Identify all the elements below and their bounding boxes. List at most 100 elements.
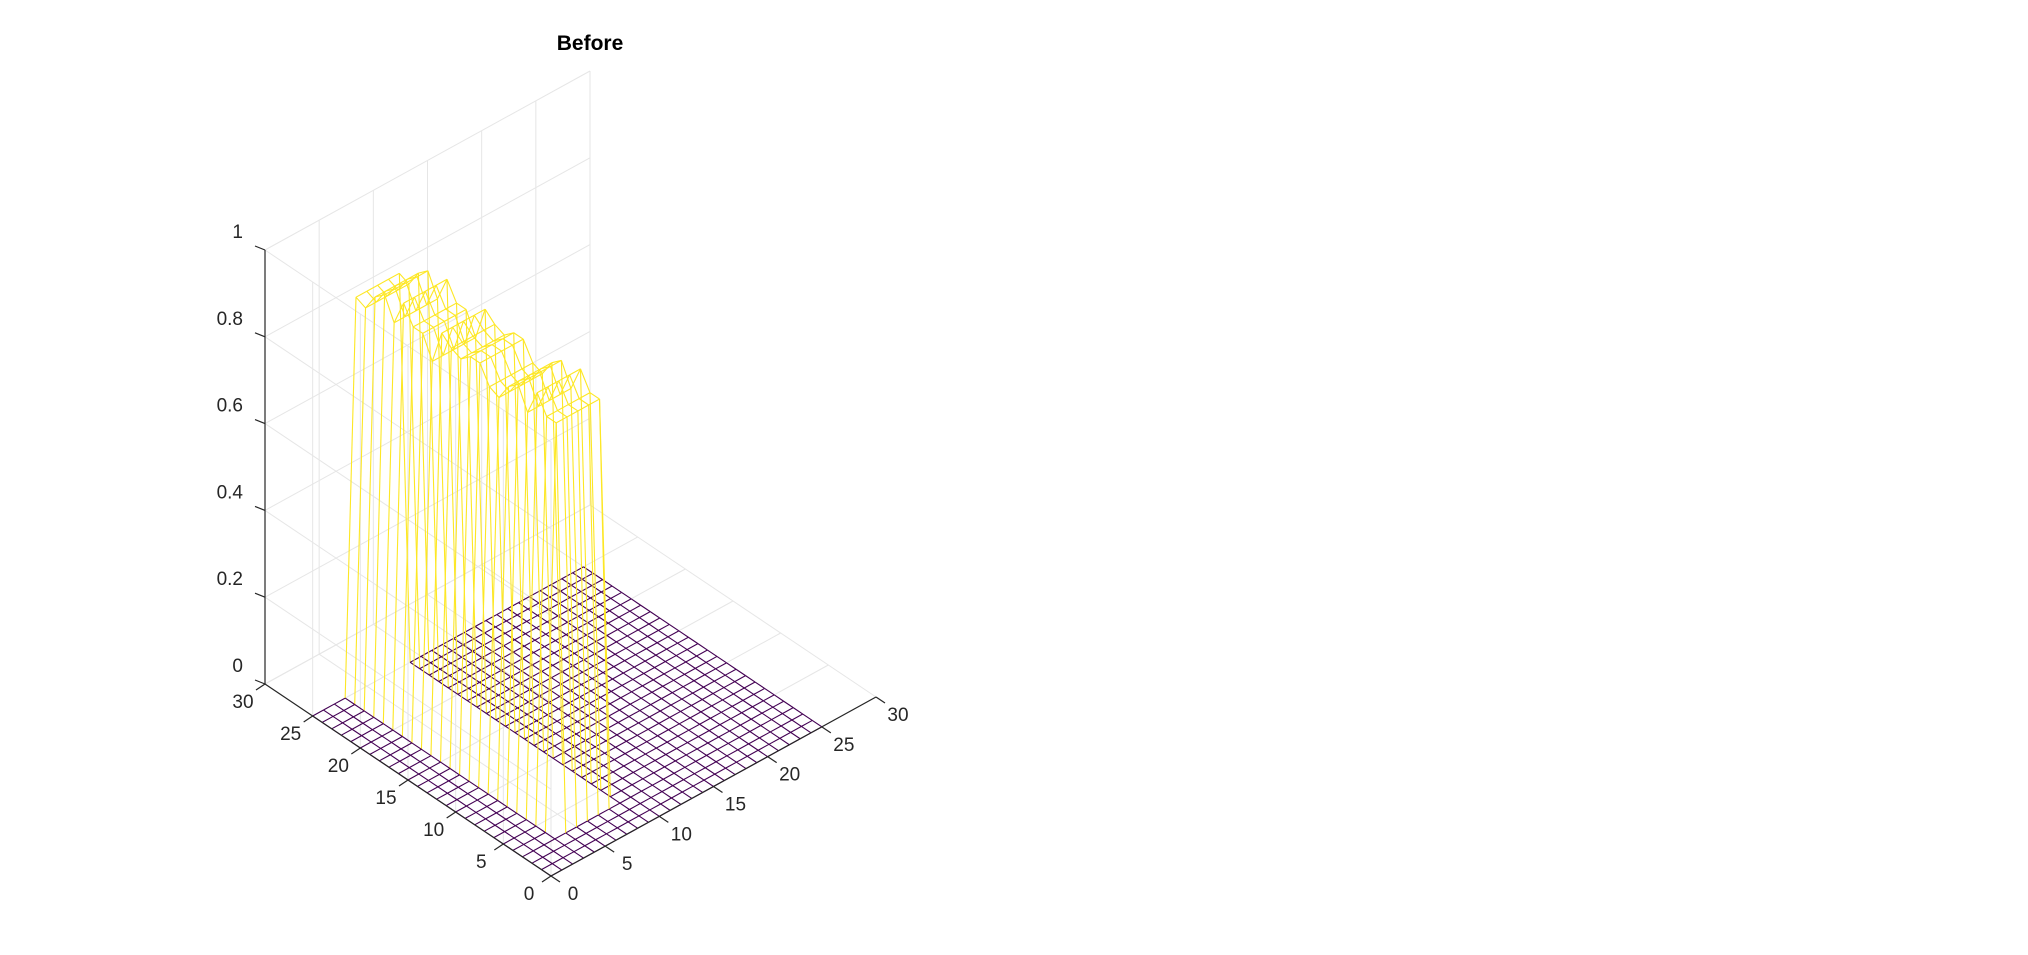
mesh-line: [752, 706, 763, 714]
mesh-line: [761, 706, 774, 714]
mesh-line: [513, 332, 524, 340]
mesh-line: [551, 362, 564, 765]
mesh-line: [645, 747, 657, 755]
mesh-line: [462, 638, 475, 646]
mesh-line: [615, 740, 627, 748]
mesh-line: [612, 672, 624, 680]
mesh-line: [453, 631, 465, 639]
mesh-line: [763, 700, 774, 708]
mesh-line: [717, 748, 728, 757]
mesh-line: [461, 650, 473, 658]
mesh-line: [607, 820, 618, 829]
mesh-line: [747, 749, 759, 757]
mesh-line: [501, 344, 513, 352]
mesh-line: [640, 697, 651, 706]
mesh-line: [543, 838, 556, 846]
z-tick-label: 0: [232, 656, 243, 677]
mesh-line: [646, 735, 658, 743]
mesh-line: [610, 591, 622, 599]
mesh-line: [447, 792, 458, 801]
mesh-line: [674, 667, 685, 675]
wall-grid-z: [264, 336, 552, 530]
mesh-line: [404, 296, 415, 318]
mesh-line: [737, 749, 748, 757]
mesh-line: [662, 679, 674, 687]
mesh-line: [642, 685, 653, 693]
mesh-line: [481, 651, 494, 659]
mesh-line: [455, 303, 468, 701]
mesh-line: [734, 681, 745, 689]
x-tick-label: 0: [568, 884, 579, 905]
mesh-line: [433, 320, 445, 328]
mesh-line: [485, 620, 496, 628]
mesh-line: [673, 772, 684, 781]
mesh-line: [715, 662, 727, 670]
mesh-line: [576, 826, 587, 834]
mesh-line: [616, 728, 628, 736]
mesh-line: [514, 639, 525, 647]
mesh-line: [400, 748, 411, 756]
mesh-line: [631, 784, 642, 792]
mesh-line: [686, 643, 699, 651]
mesh-line: [613, 666, 624, 674]
mesh-line: [497, 800, 508, 808]
mesh-line: [527, 608, 538, 616]
mesh-line: [344, 697, 356, 705]
mesh-line: [548, 701, 559, 710]
mesh-line: [535, 726, 547, 734]
mesh-line: [649, 809, 660, 817]
mesh-line: [516, 713, 528, 721]
mesh-line: [342, 722, 353, 730]
mesh-line: [681, 791, 693, 799]
mesh-line: [610, 684, 623, 692]
wall-grid-z: [264, 244, 591, 425]
mesh-line: [626, 734, 638, 742]
mesh-line: [635, 654, 646, 662]
mesh-line: [615, 746, 626, 755]
mesh-line: [557, 410, 568, 418]
mesh-line: [360, 741, 372, 749]
mesh-line: [658, 623, 670, 631]
mesh-line: [727, 742, 739, 751]
mesh-line: [619, 802, 630, 810]
mesh-line: [568, 696, 581, 704]
mesh-line: [353, 716, 364, 724]
mesh-line: [714, 674, 726, 682]
mesh-line: [471, 657, 483, 665]
mesh-line: [731, 699, 744, 707]
mesh-line: [389, 754, 401, 762]
mesh-line: [535, 416, 548, 827]
mesh-line: [639, 710, 650, 718]
mesh-line: [344, 297, 357, 699]
mesh-line: [466, 799, 478, 807]
mesh-line: [439, 662, 452, 670]
mesh-line: [462, 644, 473, 652]
mesh-line: [597, 814, 609, 822]
mesh-line: [782, 707, 794, 715]
mesh-line: [609, 604, 621, 612]
mesh-line: [581, 578, 593, 587]
mesh-line: [744, 681, 756, 689]
mesh-line: [374, 294, 385, 298]
mesh-line: [760, 725, 771, 733]
mesh-line: [441, 332, 452, 349]
mesh-line: [704, 668, 716, 676]
mesh-line: [586, 727, 597, 735]
mesh-line: [444, 314, 456, 322]
mesh-line: [559, 388, 572, 395]
mesh-line: [684, 766, 695, 775]
mesh-line: [490, 356, 501, 382]
mesh-line: [567, 708, 579, 716]
mesh-line: [761, 712, 772, 721]
mesh-line: [561, 671, 573, 679]
mesh-line: [617, 623, 629, 631]
wall-grid-z: [264, 249, 552, 443]
mesh-line: [610, 597, 621, 606]
mesh-line: [757, 743, 770, 751]
mesh-line: [550, 366, 561, 395]
mesh-line: [736, 755, 748, 763]
mesh-line: [568, 398, 580, 406]
mesh-line: [647, 629, 659, 637]
mesh-line: [726, 662, 737, 670]
mesh-line: [478, 386, 491, 788]
